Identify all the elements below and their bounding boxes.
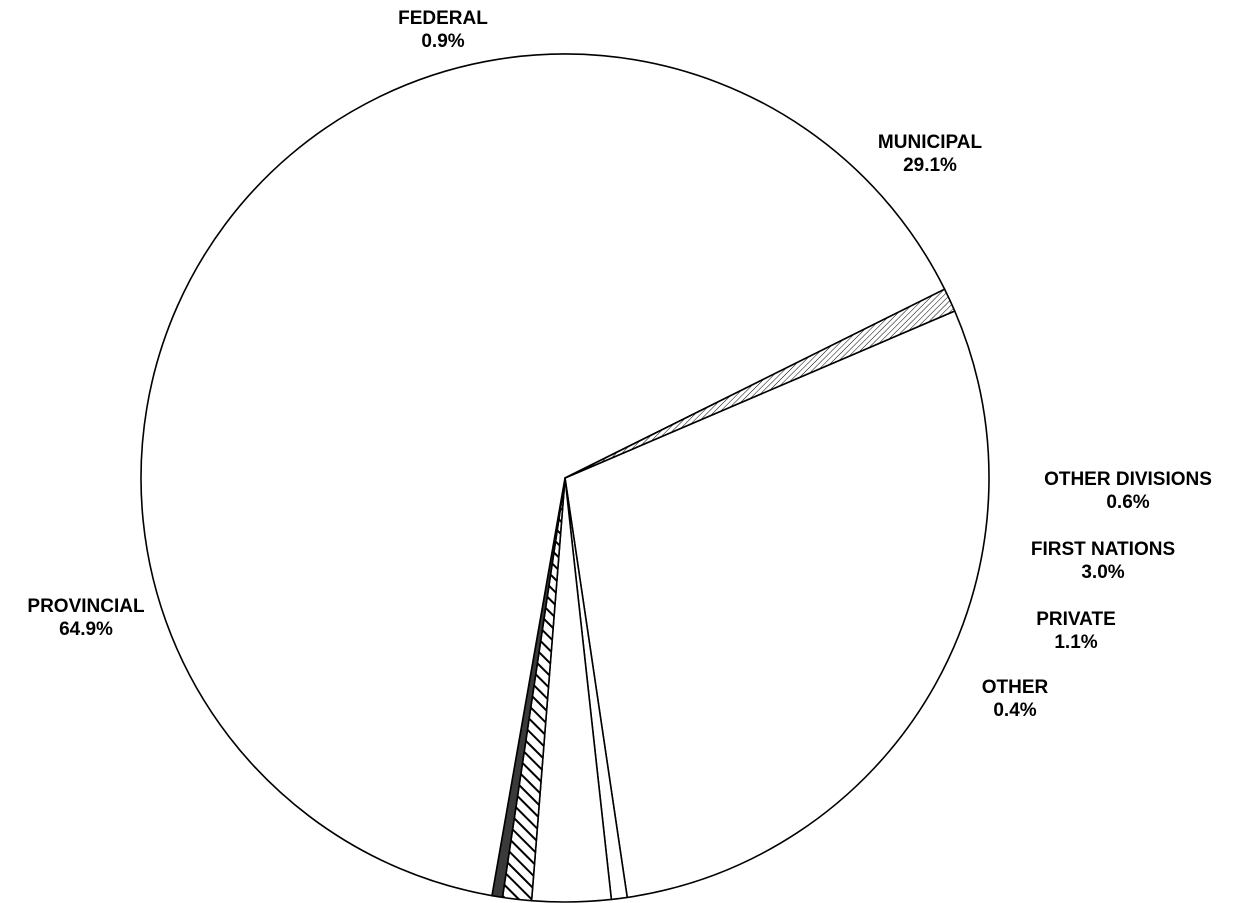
pie-slices (140, 53, 990, 903)
slice-label-other-divisions: OTHER DIVISIONS 0.6% (1044, 469, 1212, 513)
slice-label-federal: FEDERAL 0.9% (398, 8, 488, 52)
slice-label-other: OTHER 0.4% (982, 677, 1049, 721)
slice-label-provincial: PROVINCIAL 64.9% (27, 596, 145, 640)
slice-municipal (564, 310, 990, 899)
slice-federal (564, 288, 956, 479)
slice-label-municipal: MUNICIPAL 29.1% (878, 132, 983, 176)
slice-provincial (140, 53, 946, 897)
pie-labels: MUNICIPAL 29.1% OTHER DIVISIONS 0.6% FIRST… (27, 8, 1212, 721)
slice-label-private: PRIVATE 1.1% (1036, 609, 1116, 653)
slice-label-first-nations: FIRST NATIONS 3.0% (1031, 539, 1175, 583)
